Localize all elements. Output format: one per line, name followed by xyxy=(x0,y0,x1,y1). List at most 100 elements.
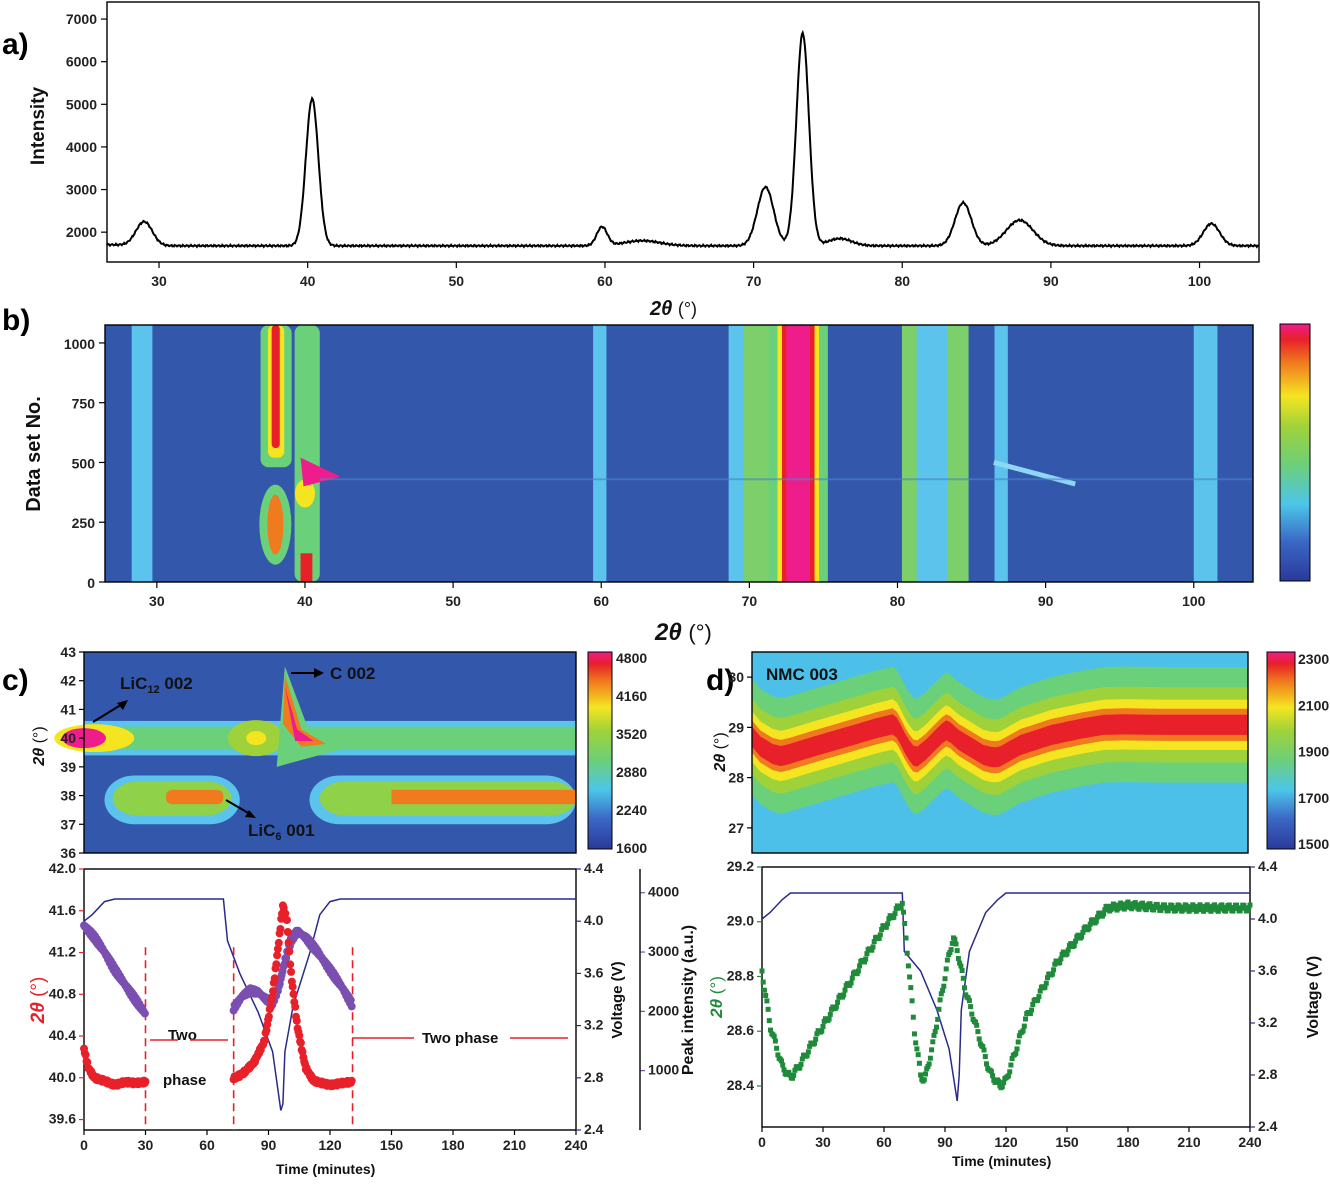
two-theta-point xyxy=(1226,902,1232,908)
chart-d-y1label: 2θ (°) xyxy=(707,976,726,1019)
two-theta-point xyxy=(935,1016,941,1022)
two-theta-point xyxy=(959,968,965,973)
two-theta-point xyxy=(1065,947,1071,953)
two-theta-point xyxy=(1176,903,1182,909)
colorbar-tick-label: 2880 xyxy=(616,764,647,780)
two-theta-point xyxy=(1162,902,1168,908)
two-theta-point xyxy=(1217,906,1222,912)
two-theta-point xyxy=(771,1033,777,1039)
y2-tick-label: 3.6 xyxy=(1258,962,1278,978)
arrowhead-icon xyxy=(245,810,256,818)
two-theta-point xyxy=(913,1040,919,1046)
two-theta-point xyxy=(805,1049,811,1055)
two-theta-point xyxy=(288,982,297,991)
two-theta-point xyxy=(1246,905,1252,911)
y2-tick-label: 2.8 xyxy=(1258,1066,1278,1082)
two-theta-point xyxy=(947,950,953,955)
heatmap-band-84 xyxy=(947,325,969,582)
two-theta-point xyxy=(761,987,767,993)
two-theta-point xyxy=(877,932,883,938)
two-theta-point xyxy=(848,980,854,986)
x-tick-label: 100 xyxy=(1182,593,1206,609)
two-theta-point xyxy=(926,1061,932,1067)
two-theta-point xyxy=(944,957,950,963)
x-tick-label: 40 xyxy=(300,273,316,289)
two-theta-point xyxy=(760,979,766,985)
two-theta-point xyxy=(876,935,882,941)
two-theta-point xyxy=(780,1062,786,1068)
two-theta-point xyxy=(1086,925,1092,931)
two-theta-point xyxy=(975,1029,981,1035)
two-theta-point xyxy=(1231,905,1237,911)
heatmap-band-40-low xyxy=(300,553,313,582)
chart-d-xlabel: Time (minutes) xyxy=(952,1153,1051,1169)
heatmap-band-60 xyxy=(593,325,607,582)
two-theta-point xyxy=(984,1061,989,1067)
x-tick-label: 180 xyxy=(1116,1134,1140,1150)
two-theta-point xyxy=(1228,905,1233,911)
y-tick-label: 3000 xyxy=(66,182,97,198)
heatmap-c-lic6-core-left xyxy=(166,789,224,805)
heatmap-band-87 xyxy=(994,325,1008,582)
x-tick-label: 40 xyxy=(297,593,313,609)
two-theta-point xyxy=(1173,908,1179,913)
chart-c-xlabel: Time (minutes) xyxy=(276,1161,375,1177)
two-theta-point xyxy=(1005,1073,1011,1079)
y-tick-label: 4000 xyxy=(66,139,97,155)
chart-c-voltage-line xyxy=(83,898,576,1111)
two-theta-point xyxy=(1102,907,1108,913)
x-tick-label: 210 xyxy=(1177,1134,1201,1150)
two-theta-point xyxy=(1104,903,1110,909)
annotation-lic12-002: LiC12 002 xyxy=(120,674,193,696)
two-theta-point xyxy=(907,974,913,980)
two-theta-point xyxy=(1224,906,1230,912)
two-theta-point xyxy=(141,1077,150,1086)
y-tick-label: 28 xyxy=(728,770,744,786)
y3-tick-label: 3000 xyxy=(648,943,679,959)
two-theta-point xyxy=(914,1046,920,1052)
x-tick-label: 60 xyxy=(593,593,609,609)
y-tick-label: 29 xyxy=(728,719,744,735)
panel-label-b: b) xyxy=(2,304,30,337)
y-tick-label: 6000 xyxy=(66,54,97,70)
two-theta-point xyxy=(916,1060,922,1066)
y-tick-label: 36 xyxy=(60,845,76,861)
x-tick-label: 90 xyxy=(1043,273,1059,289)
two-theta-point xyxy=(1241,902,1247,908)
peak-intensity-point xyxy=(280,960,289,969)
two-theta-point xyxy=(768,1027,773,1033)
two-theta-point xyxy=(1163,905,1169,911)
two-theta-point xyxy=(1009,1056,1015,1061)
y-tick-label: 5000 xyxy=(66,96,97,112)
arrowhead-icon xyxy=(117,700,128,710)
two-theta-point xyxy=(1169,903,1175,908)
heatmap-d-band-red xyxy=(752,714,1248,768)
two-theta-point xyxy=(1137,904,1143,910)
two-theta-point xyxy=(1049,971,1055,977)
two-theta-point xyxy=(1119,902,1125,907)
y-tick-label: 750 xyxy=(72,396,96,412)
two-theta-point xyxy=(763,993,769,998)
heatmap-d-frame xyxy=(751,651,1249,854)
x-tick-label: 90 xyxy=(1038,593,1054,609)
two-theta-point xyxy=(1112,902,1118,908)
two-theta-point xyxy=(980,1044,986,1050)
two-theta-point xyxy=(270,974,279,983)
two-theta-point xyxy=(1013,1050,1019,1056)
x-tick-label: 210 xyxy=(503,1137,527,1153)
two-theta-point xyxy=(954,948,960,954)
two-theta-point xyxy=(295,1031,304,1040)
annotation-arrow-lic6 xyxy=(225,799,251,815)
y1-tick-label: 41.2 xyxy=(49,944,76,960)
two-theta-point xyxy=(1045,975,1050,981)
two-theta-point xyxy=(898,904,904,910)
colorbar-tick-label: 2300 xyxy=(1298,651,1329,667)
heatmap-band-40-mid xyxy=(294,479,315,508)
annotation-two-phase-1a: Two xyxy=(168,1027,197,1044)
x-tick-label: 150 xyxy=(380,1137,404,1153)
two-theta-point xyxy=(1234,902,1240,908)
two-theta-point xyxy=(292,1016,301,1025)
y-tick-label: 1000 xyxy=(64,336,95,352)
y-tick-label: 2000 xyxy=(66,224,97,240)
y1-tick-label: 39.6 xyxy=(49,1111,76,1127)
